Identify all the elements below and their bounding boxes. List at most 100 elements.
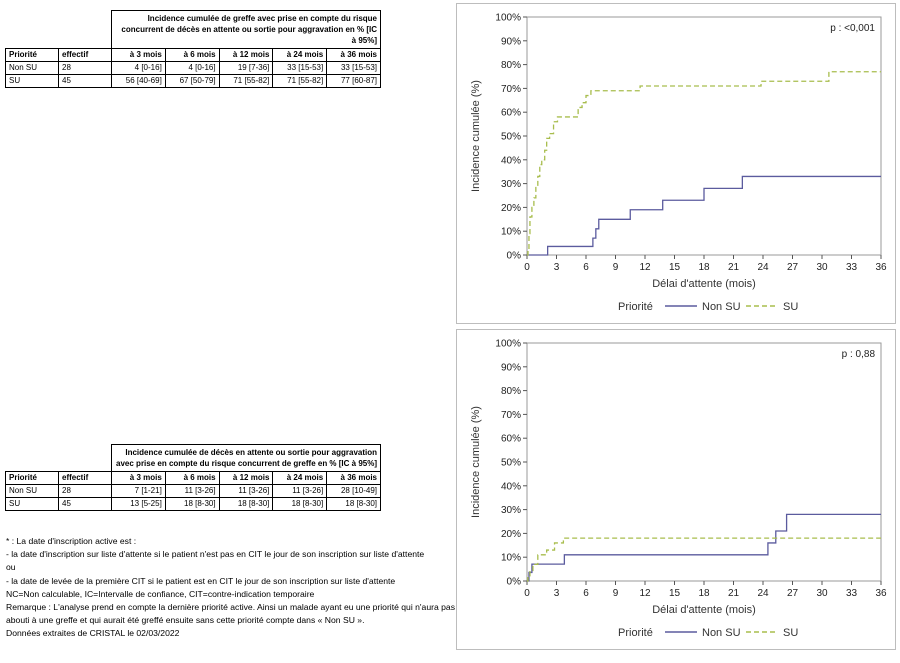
note-line: Remarque : L'analyse prend en compte la …: [6, 602, 455, 626]
cell: 11 [3-26]: [272, 484, 328, 498]
x-tick-label: 9: [613, 262, 619, 273]
x-tick-label: 0: [524, 262, 530, 273]
cell: 13 [5-25]: [111, 497, 166, 511]
legend-label-non-su: Non SU: [702, 627, 741, 639]
col-12mois: à 12 mois: [218, 471, 274, 485]
x-tick-label: 27: [787, 262, 799, 273]
col-24mois: à 24 mois: [272, 48, 328, 62]
y-axis-label: Incidence cumulée (%): [470, 406, 482, 518]
plot-frame: [526, 342, 882, 582]
legend-title: Priorité: [618, 301, 653, 313]
cell: 18 [8-30]: [218, 497, 274, 511]
y-tick-label: 20%: [501, 529, 521, 540]
y-tick-label: 80%: [501, 386, 521, 397]
x-axis-label: Délai d'attente (mois): [652, 604, 756, 616]
x-tick-label: 6: [583, 262, 589, 273]
y-tick-label: 30%: [501, 505, 521, 516]
x-tick-label: 36: [875, 262, 887, 273]
y-tick-label: 100%: [495, 13, 521, 24]
y-tick-label: 50%: [501, 458, 521, 469]
legend-label-su: SU: [783, 301, 798, 313]
cell: 56 [40-69]: [111, 74, 166, 88]
x-tick-label: 15: [669, 262, 681, 273]
footnotes: * : La date d'inscription active est : -…: [6, 535, 466, 641]
series-line-non-su: [527, 175, 881, 256]
x-tick-label: 3: [554, 262, 560, 273]
y-tick-label: 0%: [507, 577, 522, 588]
col-6mois: à 6 mois: [164, 48, 220, 62]
cell: 11 [3-26]: [218, 484, 274, 498]
y-tick-label: 30%: [501, 179, 521, 190]
cell: 67 [50-79]: [164, 74, 220, 88]
note-line: NC=Non calculable, IC=Intervalle de conf…: [6, 588, 315, 599]
series-line-non-su: [527, 513, 881, 582]
cell: 33 [15-53]: [326, 61, 381, 75]
cell: 77 [60-87]: [326, 74, 381, 88]
table1-header: Incidence cumulée de greffe avec prise e…: [111, 10, 381, 49]
col-effectif: effectif: [58, 48, 112, 62]
x-tick-label: 33: [846, 588, 858, 599]
y-tick-label: 0%: [507, 251, 522, 262]
cell: 33 [15-53]: [272, 61, 328, 75]
table2-header: Incidence cumulée de décès en attente ou…: [111, 444, 381, 472]
col-priorite: Priorité: [5, 471, 59, 485]
cell: SU: [5, 497, 59, 511]
chart-deces-svg: 0%10%20%30%40%50%60%70%80%90%100%0 3 6 9 12 1…: [470, 339, 887, 640]
y-tick-label: 70%: [501, 410, 521, 421]
col-12mois: à 12 mois: [218, 48, 274, 62]
y-tick-label: 50%: [501, 132, 521, 143]
p-value-annotation: p : <0,001: [830, 23, 875, 34]
plot-frame: [526, 16, 882, 256]
y-tick-label: 20%: [501, 203, 521, 214]
cell: 28: [58, 484, 112, 498]
col-priorite: Priorité: [5, 48, 59, 62]
cell: 45: [58, 74, 112, 88]
x-tick-label: 36: [875, 588, 887, 599]
y-tick-label: 60%: [501, 108, 521, 119]
cell: 18 [8-30]: [272, 497, 328, 511]
cell: 71 [55-82]: [218, 74, 274, 88]
note-line: * : La date d'inscription active est :: [6, 536, 137, 546]
x-tick-label: 9: [613, 588, 619, 599]
note-line: - la date d'inscription sur liste d'atte…: [6, 549, 425, 560]
x-tick-label: 12: [639, 262, 651, 273]
cell: 11 [3-26]: [164, 484, 220, 498]
cell: 4 [0-16]: [111, 61, 166, 75]
x-tick-label: 18: [698, 588, 710, 599]
col-3mois: à 3 mois: [111, 48, 166, 62]
y-tick-label: 60%: [501, 434, 521, 445]
y-tick-label: 70%: [501, 84, 521, 95]
note-line: - la date de levée de la première CIT si…: [6, 575, 396, 586]
y-tick-label: 90%: [501, 362, 521, 373]
cell: 45: [58, 497, 112, 511]
cell: 18 [8-30]: [326, 497, 381, 511]
x-tick-label: 21: [728, 262, 740, 273]
note-line: Données extraites de CRISTAL le 02/03/20…: [6, 628, 180, 639]
x-tick-label: 30: [816, 588, 828, 599]
x-tick-label: 6: [583, 588, 589, 599]
legend-title: Priorité: [618, 627, 653, 639]
series-line-su: [527, 537, 881, 582]
p-value-annotation: p : 0,88: [842, 349, 876, 360]
table-row: Non SU 28 7 [1-21] 11 [3-26] 11 [3-26] 1…: [5, 484, 381, 498]
cell: 4 [0-16]: [164, 61, 220, 75]
table-row: SU 45 13 [5-25] 18 [8-30] 18 [8-30] 18 […: [5, 497, 381, 511]
col-24mois: à 24 mois: [272, 471, 328, 485]
col-3mois: à 3 mois: [111, 471, 166, 485]
cell: 19 [7-36]: [218, 61, 274, 75]
table-row: Non SU 28 4 [0-16] 4 [0-16] 19 [7-36] 33…: [5, 61, 381, 75]
col-36mois: à 36 mois: [326, 471, 381, 485]
x-axis-label: Délai d'attente (mois): [652, 278, 756, 290]
y-tick-label: 40%: [501, 481, 521, 492]
x-tick-label: 24: [757, 262, 769, 273]
chart-greffe-svg: 0%10%20%30%40%50%60%70%80%90%100%0 3 6 9 12 1…: [470, 13, 887, 314]
cell: 28 [10-49]: [326, 484, 381, 498]
chart-deces: 0% 10% 20% 30% 40% 50% 60% 70% 80% 90% 100% 0 3 6 9 12 1…: [456, 329, 896, 650]
incidence-deces-table: Incidence cumulée de décès en attente ou…: [5, 444, 381, 511]
y-tick-label: 40%: [501, 155, 521, 166]
y-tick-label: 100%: [495, 339, 521, 350]
x-tick-label: 21: [728, 588, 740, 599]
cell: 71 [55-82]: [272, 74, 328, 88]
y-tick-label: 80%: [501, 60, 521, 71]
cell: 7 [1-21]: [111, 484, 166, 498]
